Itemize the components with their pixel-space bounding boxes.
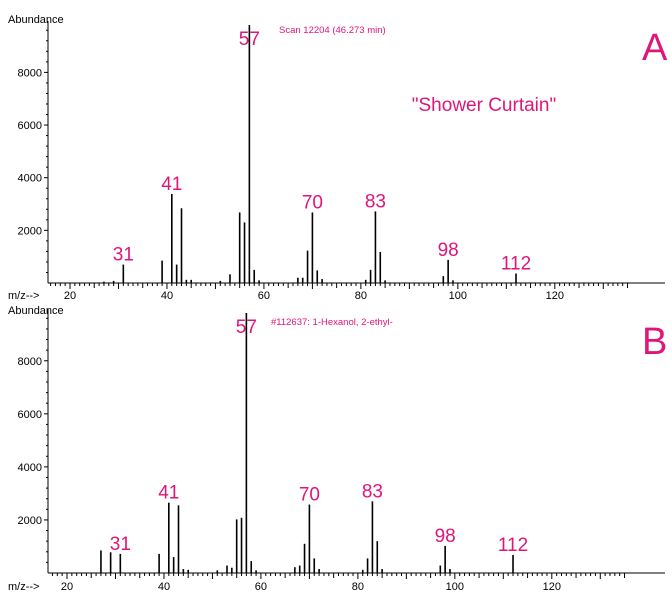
y-tick-label: 8000 bbox=[18, 67, 42, 79]
y-axis-label: Abundance bbox=[8, 14, 64, 26]
x-tick-label: 120 bbox=[543, 581, 561, 591]
x-tick-label: 80 bbox=[355, 290, 367, 302]
x-axis-label: m/z--> bbox=[8, 581, 39, 591]
peak-label: 112 bbox=[498, 535, 528, 556]
x-tick-label: 40 bbox=[161, 290, 173, 302]
y-tick-label: 6000 bbox=[18, 409, 42, 421]
y-tick-label: 2000 bbox=[18, 515, 42, 527]
x-tick-label: 100 bbox=[449, 290, 467, 302]
y-tick-label: 4000 bbox=[18, 173, 42, 185]
peak-label: 70 bbox=[299, 485, 320, 506]
peak-label: 98 bbox=[435, 526, 456, 547]
x-tick-label: 20 bbox=[61, 581, 73, 591]
peak-label: 98 bbox=[438, 240, 459, 261]
sample-label: "Shower Curtain" bbox=[412, 95, 556, 116]
y-tick-label: 2000 bbox=[18, 225, 42, 237]
peak-label: 83 bbox=[365, 191, 386, 212]
spectrum-panel-a: Abundance m/z--> 2000 4000 6000 8000 20 40 60 80 1… bbox=[8, 14, 668, 302]
peak-label: 70 bbox=[302, 192, 323, 213]
peak-label: 31 bbox=[110, 534, 131, 555]
x-tick-label: 100 bbox=[446, 581, 464, 591]
panel-letter: B bbox=[642, 321, 667, 363]
x-axis-label: m/z--> bbox=[8, 290, 39, 302]
peak-label: 31 bbox=[113, 245, 134, 266]
peak-label: 83 bbox=[362, 481, 383, 502]
x-tick-label: 60 bbox=[255, 581, 267, 591]
x-tick-label: 120 bbox=[546, 290, 564, 302]
x-tick-label: 20 bbox=[64, 290, 76, 302]
peak-label: 57 bbox=[239, 29, 260, 50]
y-tick-label: 6000 bbox=[18, 120, 42, 132]
spectrum-panel-b: Abundance m/z--> 2000 4000 6000 8000 20 40 60 80 1… bbox=[8, 305, 667, 593]
x-tick-label: 40 bbox=[158, 581, 170, 591]
y-tick-label: 8000 bbox=[18, 356, 42, 368]
scan-label: Scan 12204 (46.273 min) bbox=[279, 25, 386, 36]
x-tick-label: 60 bbox=[258, 290, 270, 302]
peak-label: 41 bbox=[161, 174, 182, 195]
peak-label: 41 bbox=[158, 483, 179, 504]
peak-label: 112 bbox=[501, 254, 531, 275]
y-axis-label: Abundance bbox=[8, 305, 64, 317]
panel-letter: A bbox=[642, 27, 668, 69]
y-tick-label: 4000 bbox=[18, 462, 42, 474]
x-tick-label: 80 bbox=[352, 581, 364, 591]
scan-label: #112637: 1-Hexanol, 2-ethyl- bbox=[271, 317, 393, 328]
peak-label: 57 bbox=[236, 317, 257, 338]
